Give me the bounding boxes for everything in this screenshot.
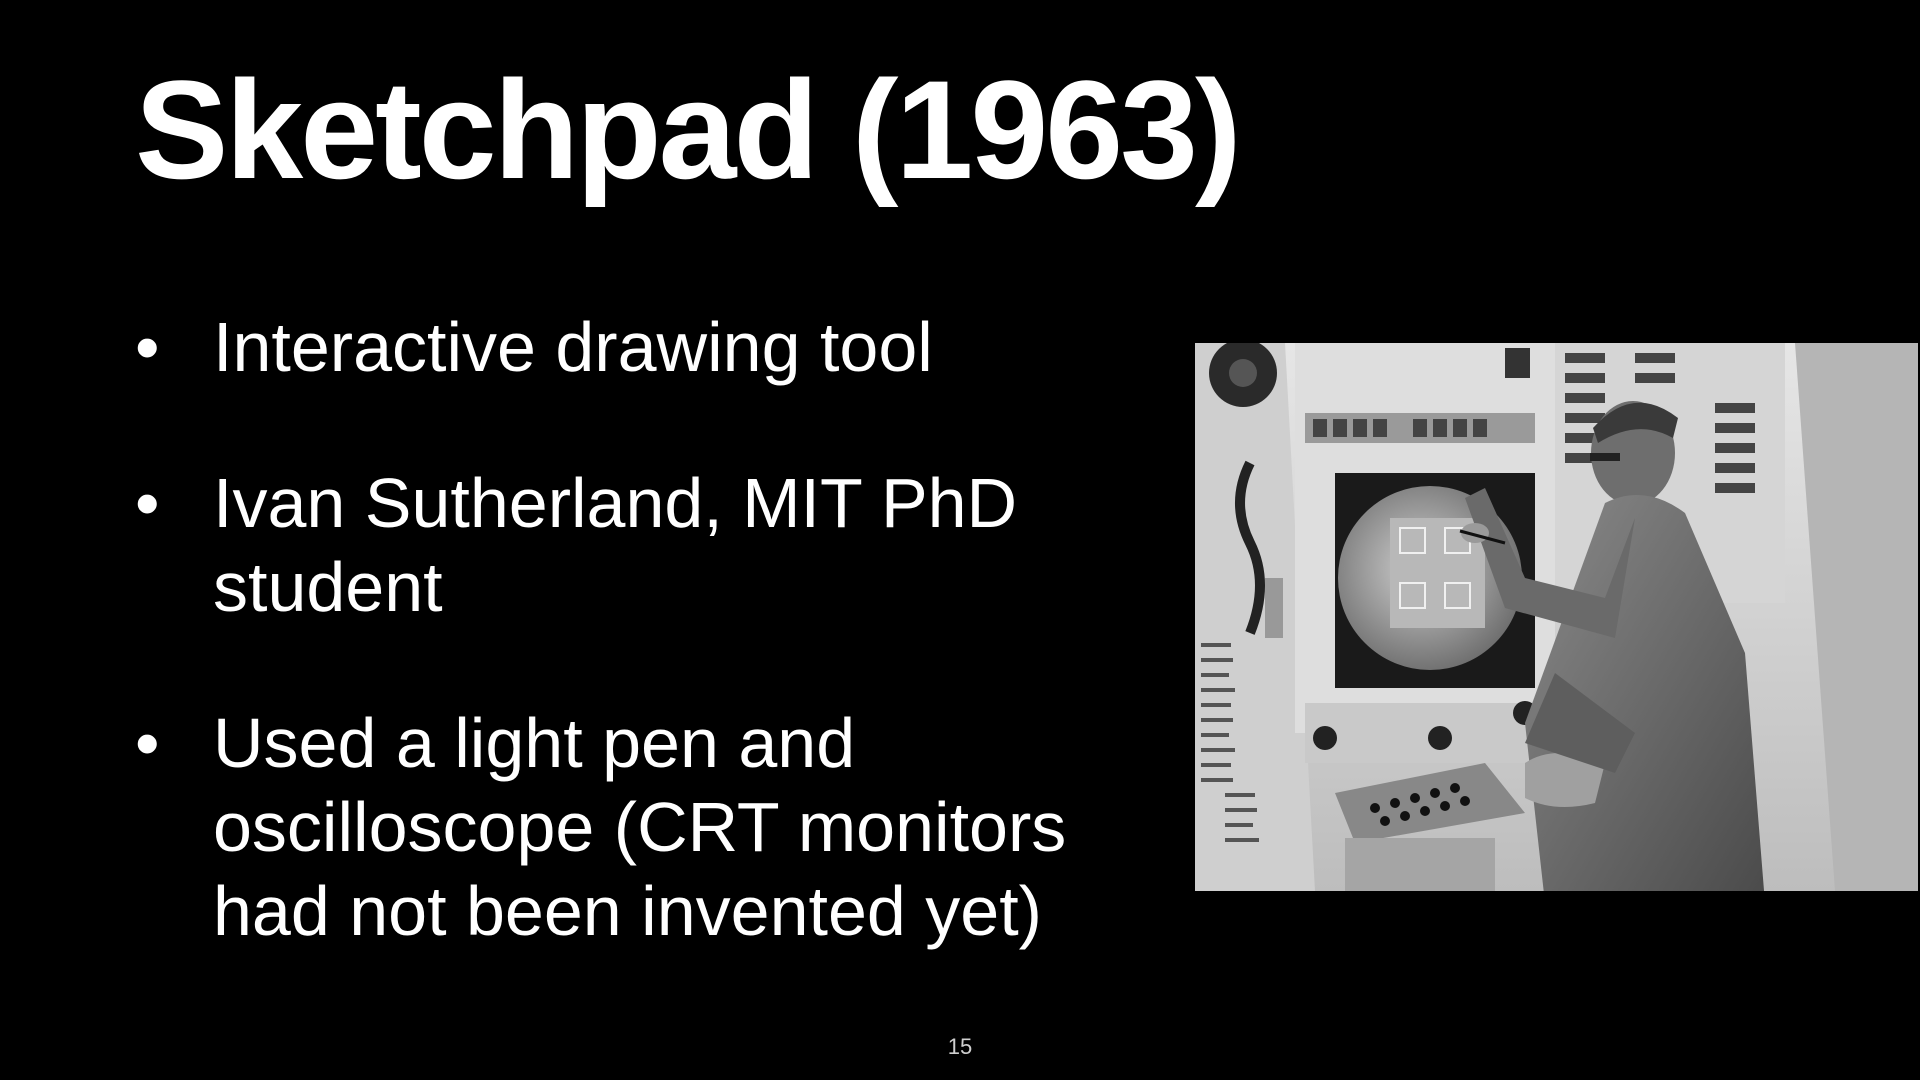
bullet-text: Used a light pen and oscilloscope (CRT m… [213, 704, 1067, 950]
bullet-item: • Ivan Sutherland, MIT PhD student [135, 461, 1073, 629]
bullet-item: • Used a light pen and oscilloscope (CRT… [135, 701, 1173, 953]
bullet-marker: • [135, 704, 160, 782]
page-number: 15 [947, 1034, 973, 1059]
bullet-marker: • [135, 308, 160, 386]
bullet-text: Interactive drawing tool [213, 308, 933, 386]
bullet-text: Ivan Sutherland, MIT PhD student [213, 464, 1018, 626]
slide-title: Sketchpad (1963) [135, 51, 1242, 208]
bullet-item: • Interactive drawing tool [135, 305, 1135, 389]
sketchpad-photo [1195, 343, 1918, 891]
bullet-list: • Interactive drawing tool • Ivan Suther… [135, 305, 1135, 1025]
bullet-marker: • [135, 464, 160, 542]
